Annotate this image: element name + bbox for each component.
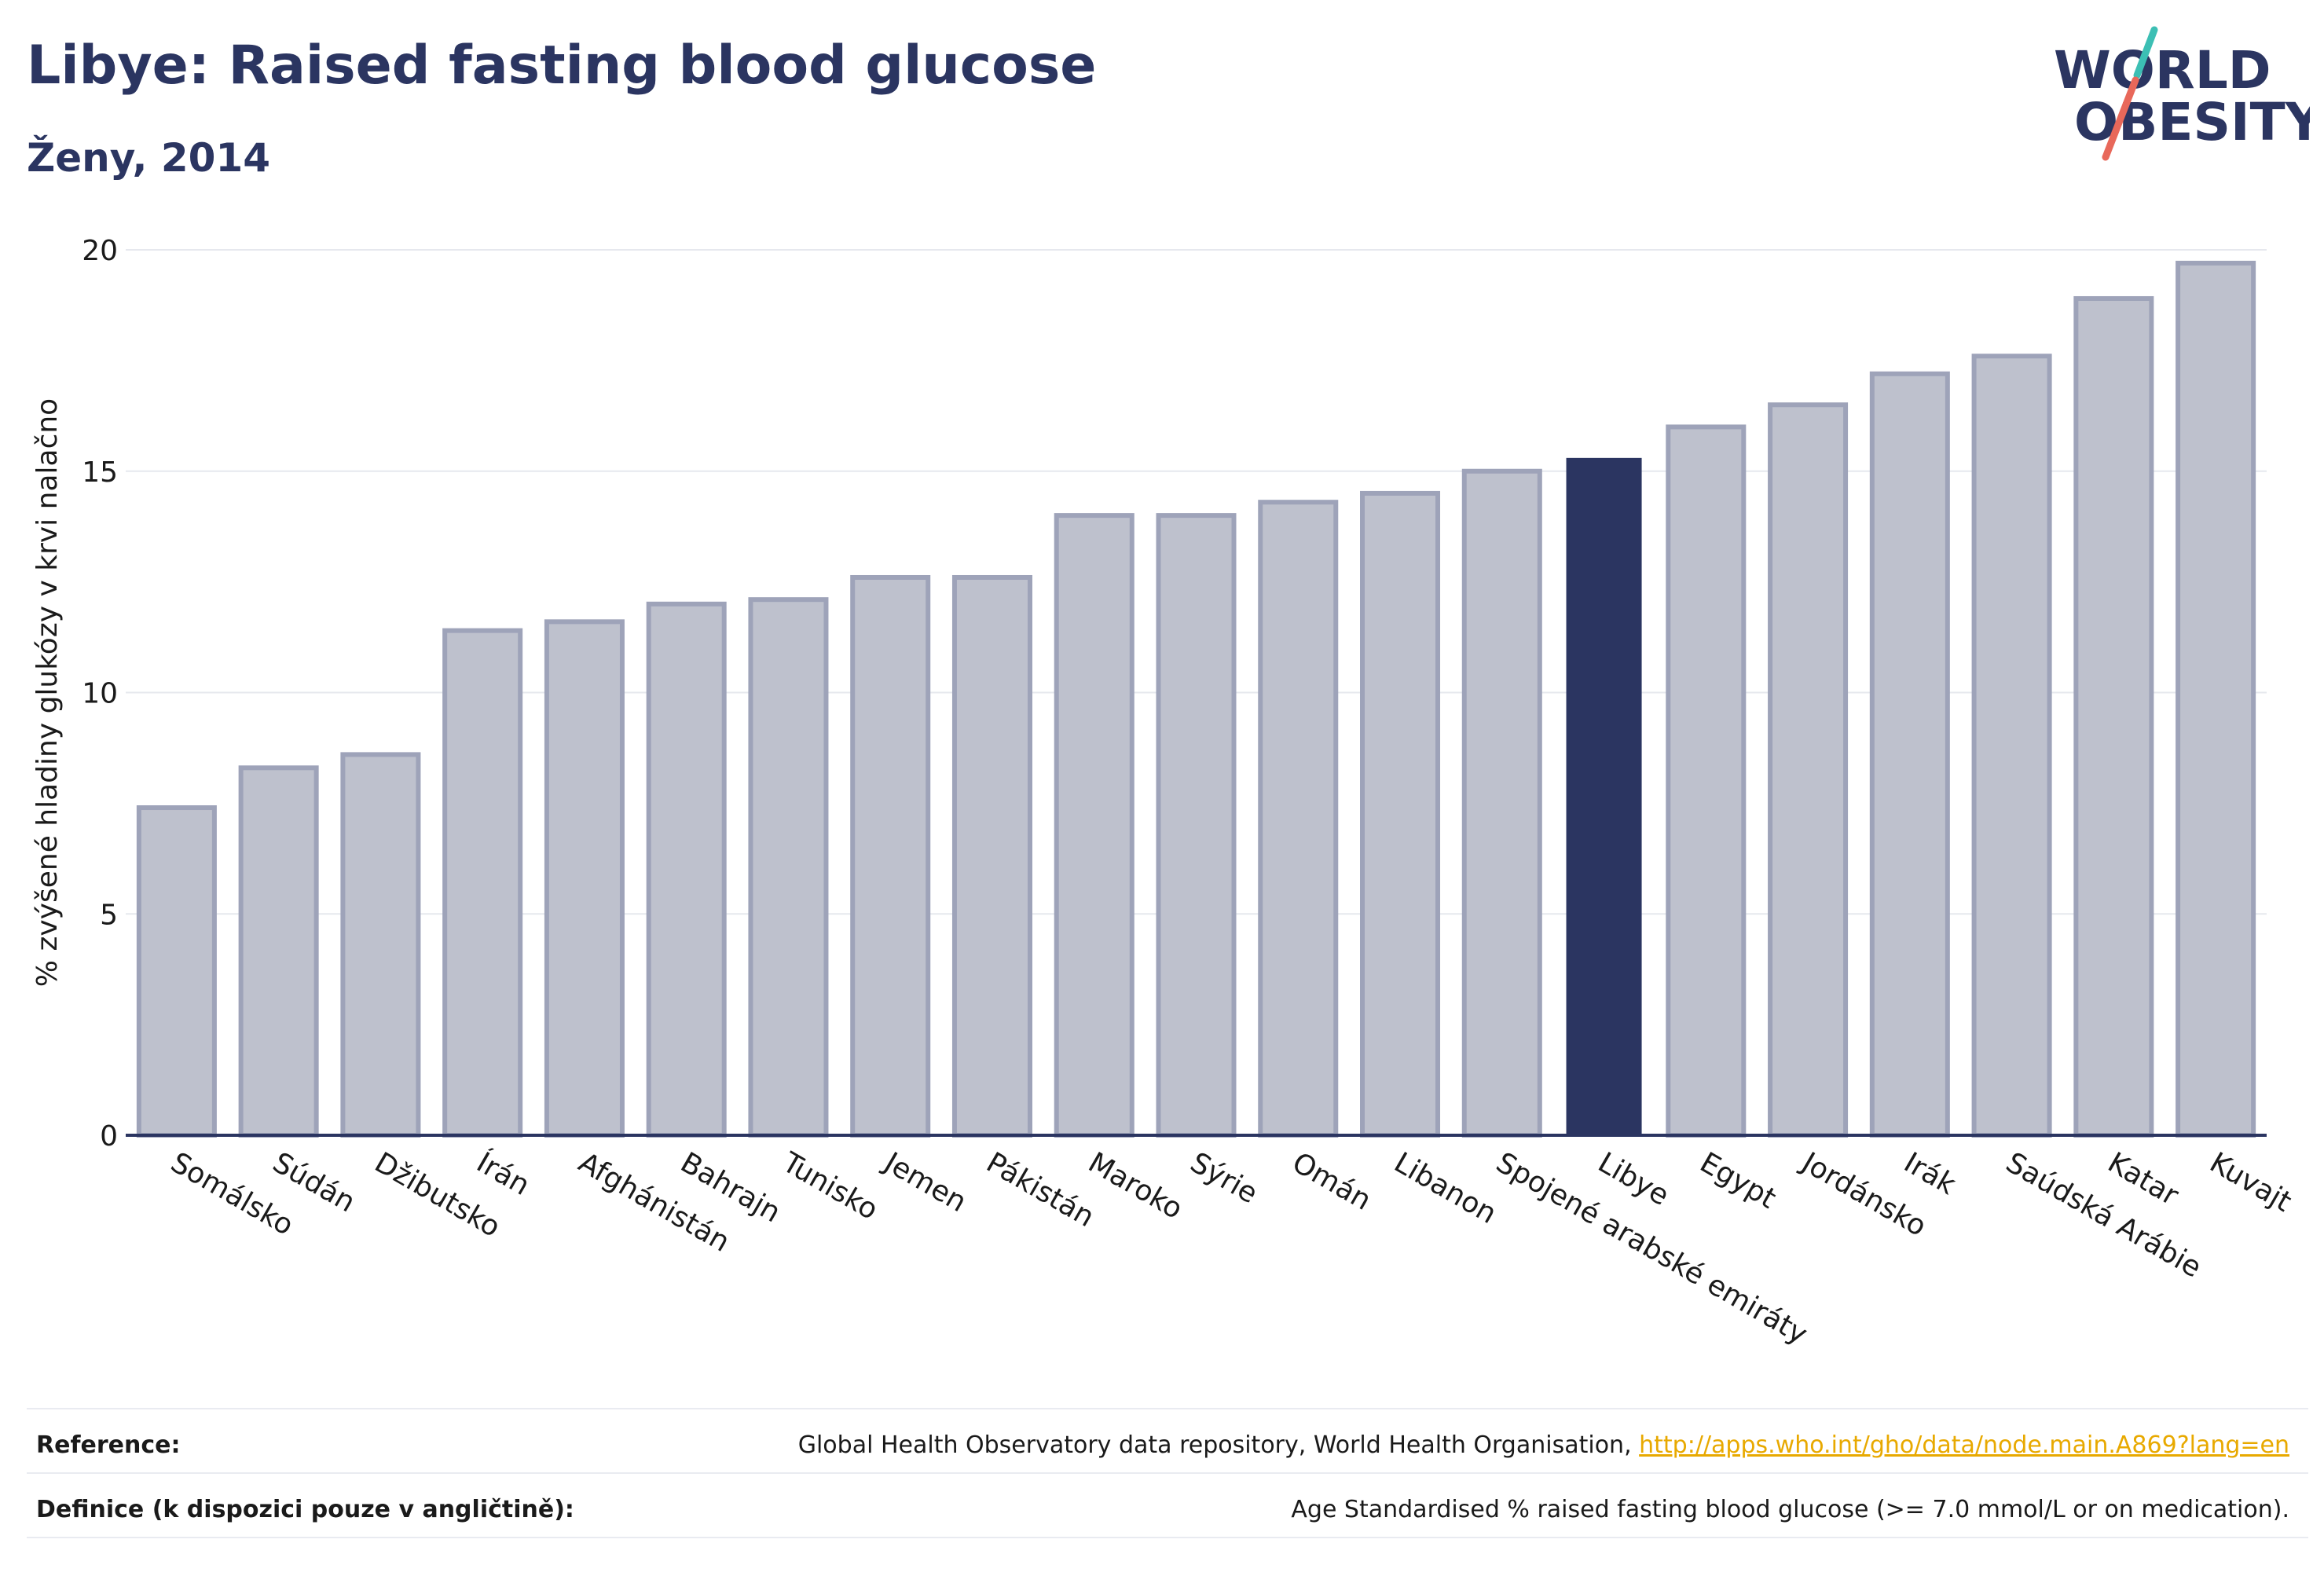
y-tick-label: 20 xyxy=(82,235,118,267)
logo-slash-bottom xyxy=(2102,76,2139,161)
bar xyxy=(951,574,1032,1138)
x-tick-label: Írán xyxy=(471,1145,536,1202)
footer-divider-top xyxy=(27,1408,2308,1409)
reference-link[interactable]: http://apps.who.int/gho/data/node.main.A… xyxy=(1639,1431,2289,1459)
y-tick-label: 10 xyxy=(82,678,118,710)
y-tick-label: 5 xyxy=(100,899,118,931)
chart-title: Libye: Raised fasting blood glucose xyxy=(27,35,1097,97)
x-tick-label: Irák xyxy=(1898,1146,1961,1201)
bar xyxy=(1461,468,1542,1138)
bar xyxy=(2073,295,2154,1138)
definition-value: Age Standardised % raised fasting blood … xyxy=(1291,1496,2289,1523)
bar xyxy=(1971,354,2052,1138)
logo-slash-top xyxy=(2133,26,2158,79)
y-tick-label: 15 xyxy=(82,456,118,489)
bar-highlight xyxy=(1566,457,1642,1135)
y-tick-label: 0 xyxy=(100,1120,118,1153)
y-axis-label: % zvýšené hladiny glukózy v krvi nalačno xyxy=(31,398,64,987)
y-tick-labels: 0 5 10 15 20 xyxy=(82,235,118,1153)
bar xyxy=(136,805,217,1138)
bar xyxy=(1258,500,1339,1138)
x-tick-label: Libanon xyxy=(1389,1146,1502,1230)
definition-label: Definice (k dispozici pouze v angličtině… xyxy=(36,1496,574,1523)
bar xyxy=(748,597,829,1138)
bar xyxy=(850,574,931,1138)
x-tick-label: Sýrie xyxy=(1185,1146,1263,1210)
x-tick-label: Saúdská Arábie xyxy=(2000,1146,2207,1284)
chart-subtitle: Ženy, 2014 xyxy=(27,135,271,181)
x-tick-label: Pákistán xyxy=(981,1146,1099,1233)
bar xyxy=(238,765,319,1138)
world-obesity-logo: WORLD OBESITY xyxy=(2054,26,2310,161)
bar xyxy=(1869,371,1950,1138)
bar xyxy=(1156,513,1237,1138)
bar xyxy=(1666,424,1747,1138)
bar xyxy=(1768,402,1849,1138)
reference-label: Reference: xyxy=(36,1431,181,1459)
x-tick-label: Egypt xyxy=(1695,1146,1781,1215)
bar xyxy=(544,619,625,1138)
bar xyxy=(1054,513,1135,1138)
footer-divider-middle xyxy=(27,1472,2308,1474)
reference-text: Global Health Observatory data repositor… xyxy=(797,1431,1640,1459)
bar xyxy=(2176,260,2256,1138)
x-tick-label: Tunisko xyxy=(776,1146,883,1226)
bar xyxy=(1360,490,1441,1138)
bar xyxy=(340,752,421,1138)
logo-text-world: WORLD xyxy=(2054,40,2271,101)
bar xyxy=(442,628,523,1138)
x-tick-label: Jemen xyxy=(878,1145,972,1219)
x-tick-label: Omán xyxy=(1287,1146,1376,1217)
footer-divider-bottom xyxy=(27,1537,2308,1538)
bar xyxy=(646,601,727,1138)
x-tick-label: Kuvajt xyxy=(2205,1146,2297,1219)
reference-value: Global Health Observatory data repositor… xyxy=(798,1431,2289,1459)
x-tick-label: Maroko xyxy=(1083,1146,1188,1226)
bars xyxy=(136,260,2256,1138)
